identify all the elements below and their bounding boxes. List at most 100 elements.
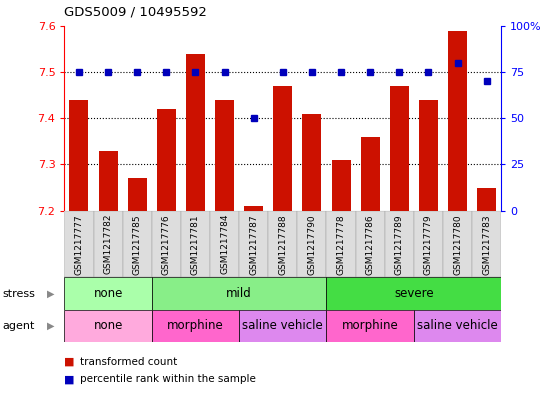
Bar [302, 114, 321, 211]
Text: GSM1217785: GSM1217785 [133, 214, 142, 275]
Text: saline vehicle: saline vehicle [417, 319, 498, 332]
Bar [123, 211, 152, 277]
Bar [385, 211, 414, 277]
Bar [385, 26, 414, 211]
Bar [239, 211, 268, 277]
Bar [414, 26, 443, 211]
Bar [64, 26, 94, 211]
Text: ▶: ▶ [46, 288, 54, 299]
Bar [99, 151, 118, 211]
Text: GSM1217788: GSM1217788 [278, 214, 287, 275]
Bar [186, 53, 205, 211]
Text: GSM1217781: GSM1217781 [191, 214, 200, 275]
Text: GSM1217786: GSM1217786 [366, 214, 375, 275]
Text: GSM1217777: GSM1217777 [74, 214, 83, 275]
Bar [152, 211, 181, 277]
Text: ▶: ▶ [46, 321, 54, 331]
Bar [326, 211, 356, 277]
Bar [239, 26, 268, 211]
Text: transformed count: transformed count [80, 356, 178, 367]
Text: GSM1217780: GSM1217780 [453, 214, 462, 275]
Bar [448, 31, 467, 211]
Bar [64, 310, 152, 342]
Bar [472, 26, 501, 211]
Bar [326, 310, 414, 342]
Bar [268, 211, 297, 277]
Bar [273, 86, 292, 211]
Bar [477, 187, 496, 211]
Bar [356, 211, 385, 277]
Bar [94, 26, 123, 211]
Bar [64, 211, 94, 277]
Text: ■: ■ [64, 374, 75, 384]
Bar [152, 310, 239, 342]
Bar [239, 26, 268, 211]
Bar [123, 26, 152, 211]
Text: GSM1217778: GSM1217778 [337, 214, 346, 275]
Bar [385, 26, 414, 211]
Bar [356, 26, 385, 211]
Bar [472, 211, 501, 277]
Bar [210, 211, 239, 277]
Bar [326, 26, 356, 211]
Text: saline vehicle: saline vehicle [242, 319, 323, 332]
Bar [244, 206, 263, 211]
Bar [94, 211, 123, 277]
Bar [414, 26, 443, 211]
Text: morphine: morphine [167, 319, 224, 332]
Bar [210, 26, 239, 211]
Bar [414, 211, 443, 277]
Bar [64, 277, 152, 310]
Text: ■: ■ [64, 356, 75, 367]
Text: GSM1217782: GSM1217782 [104, 214, 113, 274]
Text: percentile rank within the sample: percentile rank within the sample [80, 374, 256, 384]
Bar [297, 26, 326, 211]
Text: none: none [94, 287, 123, 300]
Text: severe: severe [394, 287, 433, 300]
Bar [64, 26, 94, 211]
Bar [157, 109, 176, 211]
Bar [152, 26, 181, 211]
Text: mild: mild [226, 287, 252, 300]
Text: GSM1217776: GSM1217776 [162, 214, 171, 275]
Bar [268, 26, 297, 211]
Bar [419, 100, 438, 211]
Bar [152, 26, 181, 211]
Bar [472, 26, 501, 211]
Bar [215, 100, 234, 211]
Text: agent: agent [3, 321, 35, 331]
Bar [210, 26, 239, 211]
Bar [414, 310, 501, 342]
Bar [443, 26, 472, 211]
Bar [332, 160, 351, 211]
Bar [128, 178, 147, 211]
Bar [443, 211, 472, 277]
Bar [123, 26, 152, 211]
Bar [69, 100, 88, 211]
Bar [239, 310, 326, 342]
Bar [443, 26, 472, 211]
Text: GSM1217784: GSM1217784 [220, 214, 229, 274]
Bar [361, 137, 380, 211]
Text: none: none [94, 319, 123, 332]
Bar [356, 26, 385, 211]
Text: stress: stress [3, 288, 36, 299]
Text: GSM1217790: GSM1217790 [307, 214, 316, 275]
Bar [181, 211, 210, 277]
Bar [326, 26, 356, 211]
Text: GSM1217789: GSM1217789 [395, 214, 404, 275]
Bar [94, 26, 123, 211]
Text: GSM1217779: GSM1217779 [424, 214, 433, 275]
Bar [152, 277, 326, 310]
Bar [268, 26, 297, 211]
Bar [297, 26, 326, 211]
Text: GDS5009 / 10495592: GDS5009 / 10495592 [64, 5, 207, 18]
Text: morphine: morphine [342, 319, 399, 332]
Bar [181, 26, 210, 211]
Bar [390, 86, 409, 211]
Bar [297, 211, 326, 277]
Bar [326, 277, 501, 310]
Bar [181, 26, 210, 211]
Text: GSM1217787: GSM1217787 [249, 214, 258, 275]
Text: GSM1217783: GSM1217783 [482, 214, 491, 275]
